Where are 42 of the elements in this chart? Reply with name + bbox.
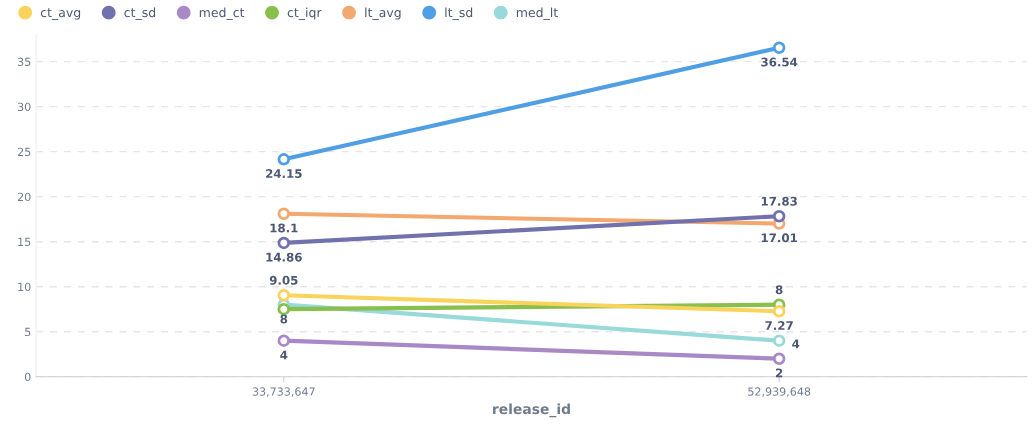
data-label: 18.1 (270, 223, 298, 233)
legend-label: ct_sd (124, 7, 156, 20)
x-tick-label: 33,733,647 (252, 387, 315, 397)
x-tick-label: 52,939,648 (748, 387, 811, 397)
point (277, 236, 291, 250)
data-label: 14.86 (266, 252, 302, 262)
point (277, 207, 291, 221)
legend-label: med_ct (199, 7, 245, 20)
data-label: 36.54 (761, 57, 798, 67)
data-label: 17.83 (761, 196, 797, 206)
point (277, 302, 291, 316)
point (277, 334, 291, 347)
legend-label: ct_avg (40, 8, 81, 20)
y-tick-label: 15 (18, 237, 31, 247)
x-axis-title: release_id (493, 403, 570, 418)
data-label: 9.05 (269, 275, 298, 285)
point (772, 305, 786, 318)
legend-label: ct_iqr (287, 7, 322, 20)
legend-label: lt_sd (445, 7, 473, 20)
y-tick-label: 30 (17, 102, 31, 112)
data-label: 2 (775, 368, 783, 378)
data-label: 7.27 (765, 321, 793, 330)
data-label: 17.01 (761, 233, 798, 243)
point (772, 209, 786, 223)
legend-label: med_lt (516, 7, 558, 20)
data-label: 24.15 (266, 169, 302, 179)
y-tick-label: 35 (17, 57, 31, 67)
y-tick-label: 20 (17, 192, 31, 202)
y-tick-label: 5 (25, 327, 31, 337)
point (277, 288, 291, 302)
point (277, 153, 291, 166)
y-tick-label: 0 (24, 372, 31, 382)
legend-label: lt_avg (365, 7, 401, 20)
point (772, 334, 786, 347)
data-label: 8 (775, 285, 783, 295)
y-tick-label: 10 (18, 282, 31, 292)
point (772, 352, 786, 365)
y-tick-label: 25 (17, 147, 31, 157)
data-label: 4 (280, 350, 288, 360)
data-label: 8 (280, 314, 288, 324)
data-label: 4 (792, 339, 800, 349)
point (772, 41, 786, 55)
